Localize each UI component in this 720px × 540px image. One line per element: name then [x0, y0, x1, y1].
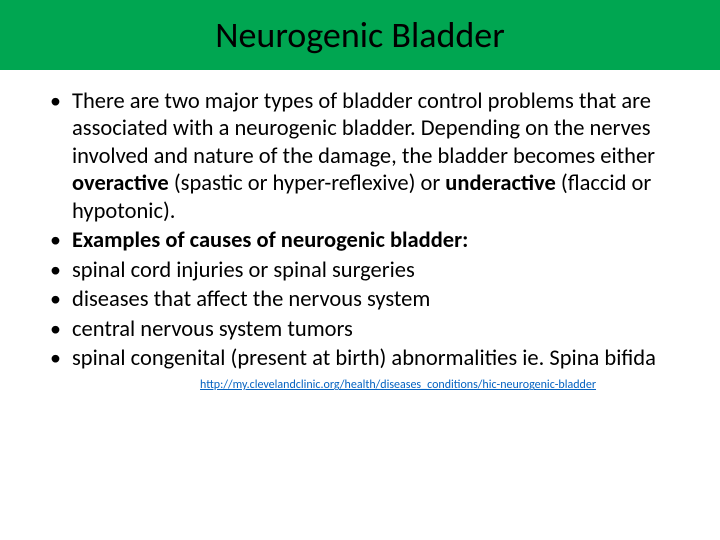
bullet-item: Examples of causes of neurogenic bladder… — [50, 227, 690, 254]
bullet-text-segment: (spastic or hyper-reflexive) or — [169, 170, 446, 197]
bullet-text-segment: diseases that affect the nervous system — [72, 286, 430, 313]
slide-title: Neurogenic Bladder — [215, 13, 505, 57]
bullet-text-segment: central nervous system tumors — [72, 316, 353, 343]
source-link[interactable]: http://my.clevelandclinic.org/health/dis… — [200, 378, 596, 392]
bullet-text-segment: Examples of causes of neurogenic bladder… — [72, 227, 468, 254]
title-bar: Neurogenic Bladder — [0, 0, 720, 70]
bullet-item: spinal congenital (present at birth) abn… — [50, 345, 690, 372]
bullet-list: There are two major types of bladder con… — [50, 88, 690, 372]
bullet-text-segment: spinal cord injuries or spinal surgeries — [72, 257, 415, 284]
bullet-text-segment: There are two major types of bladder con… — [72, 88, 655, 170]
bullet-item: spinal cord injuries or spinal surgeries — [50, 257, 690, 284]
bullet-item: There are two major types of bladder con… — [50, 88, 690, 225]
bullet-text-segment: underactive — [445, 170, 556, 197]
bullet-item: central nervous system tumors — [50, 316, 690, 343]
bullet-text-segment: spinal congenital (present at birth) abn… — [72, 345, 656, 372]
bullet-item: diseases that affect the nervous system — [50, 286, 690, 313]
source-link-container: http://my.clevelandclinic.org/health/dis… — [50, 374, 690, 393]
bullet-text-segment: overactive — [72, 170, 169, 197]
content-area: There are two major types of bladder con… — [0, 70, 720, 393]
